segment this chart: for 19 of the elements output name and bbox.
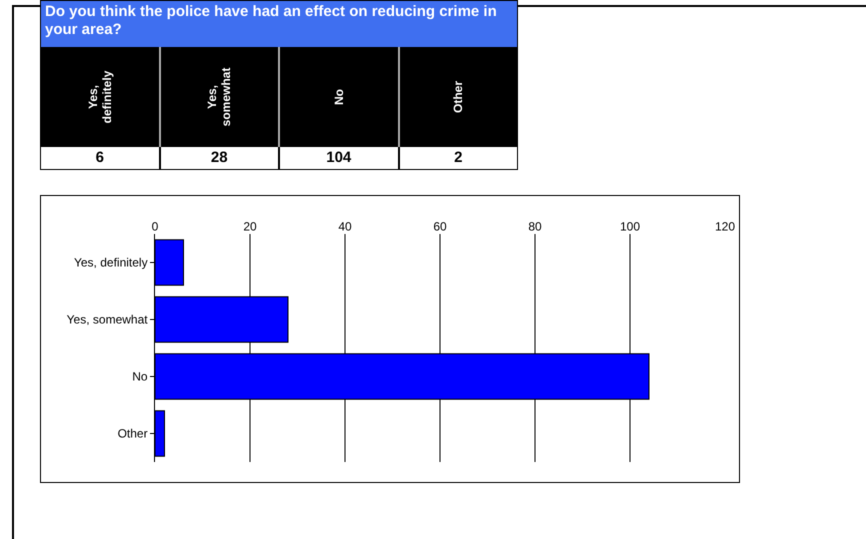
- data-label: 104: [278, 147, 398, 169]
- data-label: 28: [158, 147, 278, 169]
- x-tick-label: 60: [433, 220, 447, 234]
- category-label: Other: [451, 80, 466, 116]
- text: Do you think the police have had an effect on reducing crime in your area?: [41, 1, 517, 47]
- x-tick-label: 0: [152, 220, 159, 234]
- y-tick-label: No: [132, 370, 148, 384]
- x-tick-label: 100: [620, 220, 640, 234]
- category-label: No: [332, 88, 346, 107]
- y-tick-label: Yes, somewhat: [66, 312, 148, 327]
- category-label: Yes, somewhat: [205, 66, 234, 128]
- x-tick-label: 80: [528, 220, 542, 234]
- y-tick-label: Other: [118, 426, 148, 441]
- x-tick-label: 40: [338, 220, 352, 234]
- y-tick-label: Yes, definitely: [74, 256, 148, 270]
- data-label: 6: [94, 148, 105, 168]
- data-label: 2: [398, 147, 517, 169]
- x-tick-label: 20: [243, 220, 257, 234]
- x-tick-label: 120: [714, 220, 736, 234]
